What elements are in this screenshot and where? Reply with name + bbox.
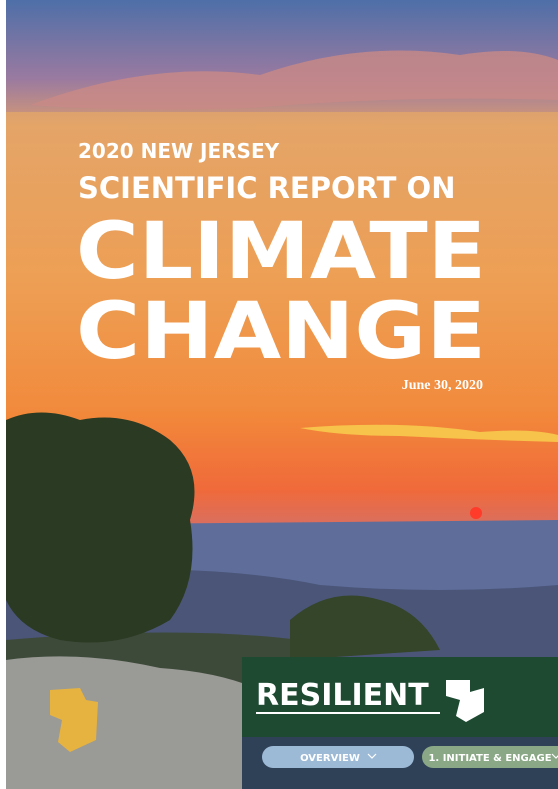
cover-title: CLIMATE [76, 207, 486, 297]
cover-date: June 30, 2020 [402, 378, 483, 393]
cover-subtitle: SCIENTIFIC REPORT ON [78, 171, 455, 205]
page: Report cover {"cover": {"kicker": "2020 … [0, 0, 558, 789]
banner-logo[interactable]: RESILIENT [256, 678, 429, 713]
site-banner: RESILIENT OVERVIEW 1. INITIATE & ENGAGE [242, 657, 558, 789]
nav-item[interactable]: 1. INITIATE & ENGAGE [428, 753, 551, 764]
sun [470, 507, 482, 519]
nav-item[interactable]: OVERVIEW [300, 753, 360, 764]
screenshot: 2020 NEW JERSEY SCIENTIFIC REPORT ON CLI… [0, 0, 558, 789]
cover-title: CHANGE [76, 287, 486, 377]
page-body: 2020 NEW JERSEY SCIENTIFIC REPORT ON CLI… [0, 0, 558, 789]
tree [6, 413, 195, 643]
cover-kicker: 2020 NEW JERSEY [78, 139, 280, 163]
